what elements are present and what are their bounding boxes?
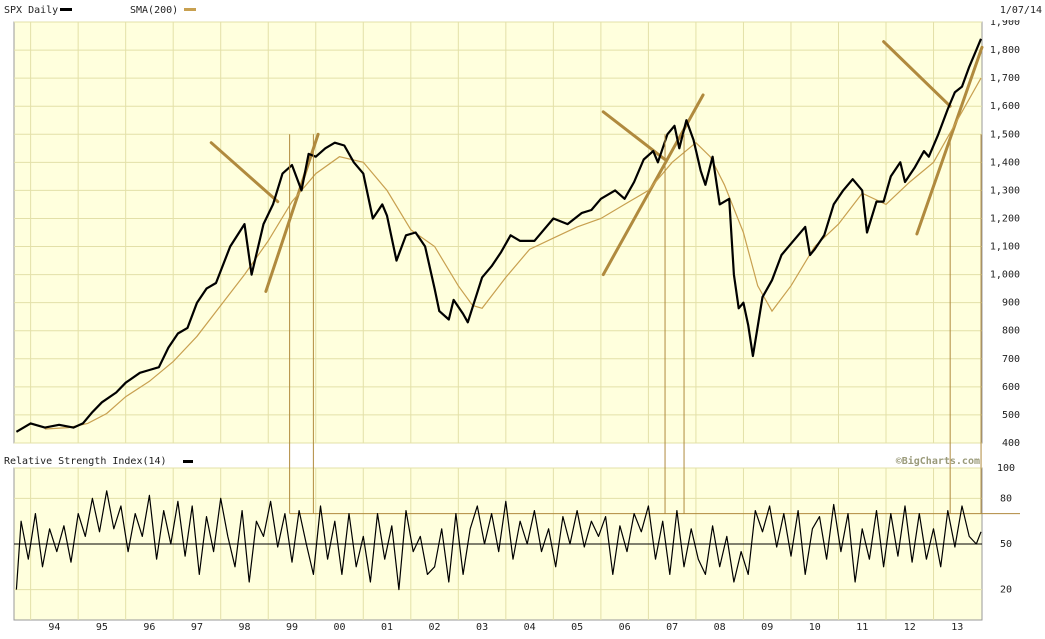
x-tick-label: 06 bbox=[619, 622, 631, 633]
price-y-tick-label: 700 bbox=[1002, 354, 1020, 365]
rsi-y-axis: 20 50 80 100 bbox=[997, 463, 1015, 596]
trendline bbox=[601, 110, 667, 162]
watermark: ©BigCharts.com bbox=[896, 455, 980, 467]
symbol-label: SPX Daily bbox=[4, 5, 58, 16]
sma-label: SMA(200) bbox=[130, 5, 178, 16]
price-y-tick-label: 1,600 bbox=[990, 101, 1020, 112]
rsi-grid bbox=[14, 467, 1020, 620]
x-tick-label: 04 bbox=[524, 622, 536, 633]
x-tick-label: 00 bbox=[333, 622, 345, 633]
rsi-y-tick-label: 80 bbox=[1000, 493, 1012, 504]
x-tick-label: 98 bbox=[238, 622, 250, 633]
rsi-legend-swatch bbox=[183, 460, 193, 463]
x-tick-label: 12 bbox=[904, 622, 916, 633]
x-tick-label: 96 bbox=[143, 622, 155, 633]
symbol-legend-swatch bbox=[60, 8, 72, 11]
x-tick-label: 07 bbox=[666, 622, 678, 633]
rsi-header-strip bbox=[0, 452, 1045, 468]
x-tick-label: 02 bbox=[429, 622, 441, 633]
trendline bbox=[264, 132, 320, 293]
price-line bbox=[15, 38, 983, 433]
header-strip bbox=[0, 0, 1045, 20]
price-grid bbox=[14, 21, 982, 444]
price-y-tick-label: 1,800 bbox=[990, 45, 1020, 56]
rsi-series-group bbox=[15, 490, 982, 591]
x-tick-label: 11 bbox=[856, 622, 868, 633]
sma-legend-swatch bbox=[184, 8, 196, 11]
rsi-line bbox=[15, 490, 982, 591]
signal-connector-lines bbox=[289, 134, 982, 514]
trendline bbox=[882, 40, 952, 108]
price-y-tick-label: 600 bbox=[1002, 382, 1020, 393]
price-y-tick-label: 500 bbox=[1002, 410, 1020, 421]
x-tick-label: 94 bbox=[48, 622, 60, 633]
price-plot-area bbox=[13, 21, 983, 444]
price-y-tick-label: 1,900 bbox=[990, 17, 1020, 28]
price-y-tick-label: 900 bbox=[1002, 298, 1020, 309]
x-tick-label: 01 bbox=[381, 622, 393, 633]
x-tick-label: 05 bbox=[571, 622, 583, 633]
trendline bbox=[915, 45, 984, 236]
x-tick-label: 10 bbox=[809, 622, 821, 633]
rsi-label: Relative Strength Index(14) bbox=[4, 456, 167, 467]
rsi-y-tick-label: 100 bbox=[997, 463, 1015, 474]
price-y-tick-label: 1,200 bbox=[990, 213, 1020, 224]
x-tick-label: 95 bbox=[96, 622, 108, 633]
x-tick-label: 09 bbox=[761, 622, 773, 633]
price-y-tick-label: 1,000 bbox=[990, 270, 1020, 281]
trendlines bbox=[209, 40, 984, 293]
price-y-tick-label: 800 bbox=[1002, 326, 1020, 337]
trendline bbox=[209, 141, 280, 204]
price-y-axis: 400 500 600 700 800 900 1,000 1,100 1,200 1,300 1,… bbox=[990, 17, 1020, 449]
x-tick-label: 97 bbox=[191, 622, 203, 633]
price-y-tick-label: 1,100 bbox=[990, 242, 1020, 253]
price-y-tick-label: 1,500 bbox=[990, 129, 1020, 140]
x-tick-label: 08 bbox=[714, 622, 726, 633]
price-series-group bbox=[15, 38, 983, 433]
price-y-tick-label: 400 bbox=[1002, 438, 1020, 449]
price-y-tick-label: 1,700 bbox=[990, 73, 1020, 84]
rsi-y-tick-label: 20 bbox=[1000, 585, 1012, 596]
rsi-y-tick-label: 50 bbox=[1000, 539, 1012, 550]
x-tick-label: 03 bbox=[476, 622, 488, 633]
x-tick-label: 99 bbox=[286, 622, 298, 633]
price-y-tick-label: 1,400 bbox=[990, 157, 1020, 168]
x-axis: 94 95 96 97 98 99 00 01 02 03 04 05 06 07 08 09 10 11 12 13 bbox=[48, 622, 963, 633]
price-y-tick-label: 1,300 bbox=[990, 185, 1020, 196]
date-label: 1/07/14 bbox=[1000, 5, 1042, 16]
x-tick-label: 13 bbox=[951, 622, 963, 633]
